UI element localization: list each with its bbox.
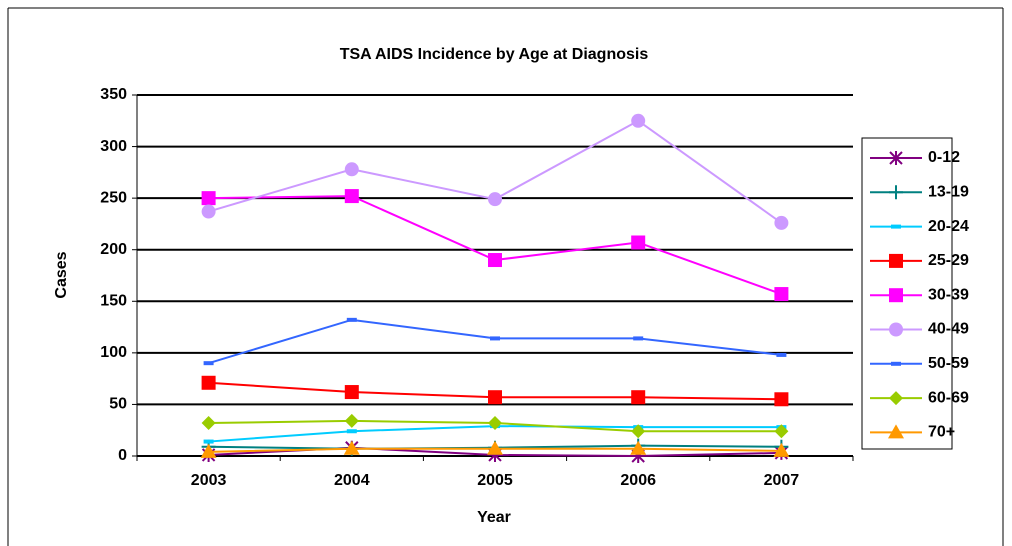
marker: [631, 390, 646, 405]
marker: [889, 288, 903, 303]
legend-label: 13-19: [928, 184, 969, 201]
legend-label: 70+: [928, 424, 955, 441]
marker: [774, 392, 789, 407]
y-tick-label: 250: [100, 189, 127, 206]
marker: [343, 440, 360, 455]
marker: [631, 113, 646, 128]
marker: [889, 253, 903, 268]
marker: [201, 415, 216, 430]
marker: [889, 151, 903, 165]
marker: [631, 235, 646, 250]
series-line: [208, 318, 782, 365]
y-tick-label: 100: [100, 344, 127, 361]
x-tick-label: 2004: [334, 472, 370, 489]
x-axis-label: Year: [477, 509, 511, 526]
marker: [774, 424, 789, 439]
marker: [344, 385, 359, 400]
y-tick-label: 200: [100, 241, 127, 258]
x-tick-label: 2006: [620, 472, 656, 489]
marker: [488, 415, 502, 430]
legend-label: 20-24: [928, 218, 969, 235]
y-tick-label: 50: [109, 396, 127, 413]
marker: [344, 413, 359, 428]
legend-label: 50-59: [928, 355, 969, 372]
x-tick-label: 2007: [764, 472, 800, 489]
marker: [774, 215, 789, 230]
y-axis-label: Cases: [53, 251, 70, 298]
y-tick-label: 0: [118, 447, 127, 464]
marker: [488, 390, 502, 405]
marker: [344, 162, 359, 177]
marker: [888, 424, 904, 439]
marker: [889, 322, 903, 337]
marker: [773, 442, 790, 457]
y-tick-label: 150: [100, 293, 127, 310]
chart-title: TSA AIDS Incidence by Age at Diagnosis: [340, 46, 649, 63]
marker: [630, 440, 647, 455]
marker: [344, 189, 359, 204]
marker: [488, 192, 502, 207]
series-line: [208, 195, 782, 296]
y-tick-label: 300: [100, 138, 127, 155]
y-tick-label: 350: [100, 86, 127, 103]
marker: [201, 204, 216, 219]
marker: [487, 440, 503, 455]
series-line: [208, 119, 782, 224]
marker: [631, 424, 646, 439]
x-tick-label: 2005: [477, 472, 513, 489]
marker: [889, 185, 903, 200]
legend-label: 25-29: [928, 252, 969, 269]
marker: [774, 287, 789, 302]
marker: [201, 191, 216, 206]
legend-label: 60-69: [928, 389, 969, 406]
marker: [201, 375, 216, 390]
marker: [488, 253, 502, 268]
legend-label: 30-39: [928, 286, 969, 303]
x-tick-label: 2003: [191, 472, 227, 489]
legend-label: 40-49: [928, 321, 969, 338]
marker: [889, 391, 903, 406]
marker: [200, 443, 217, 458]
legend-label: 0-12: [928, 149, 960, 166]
